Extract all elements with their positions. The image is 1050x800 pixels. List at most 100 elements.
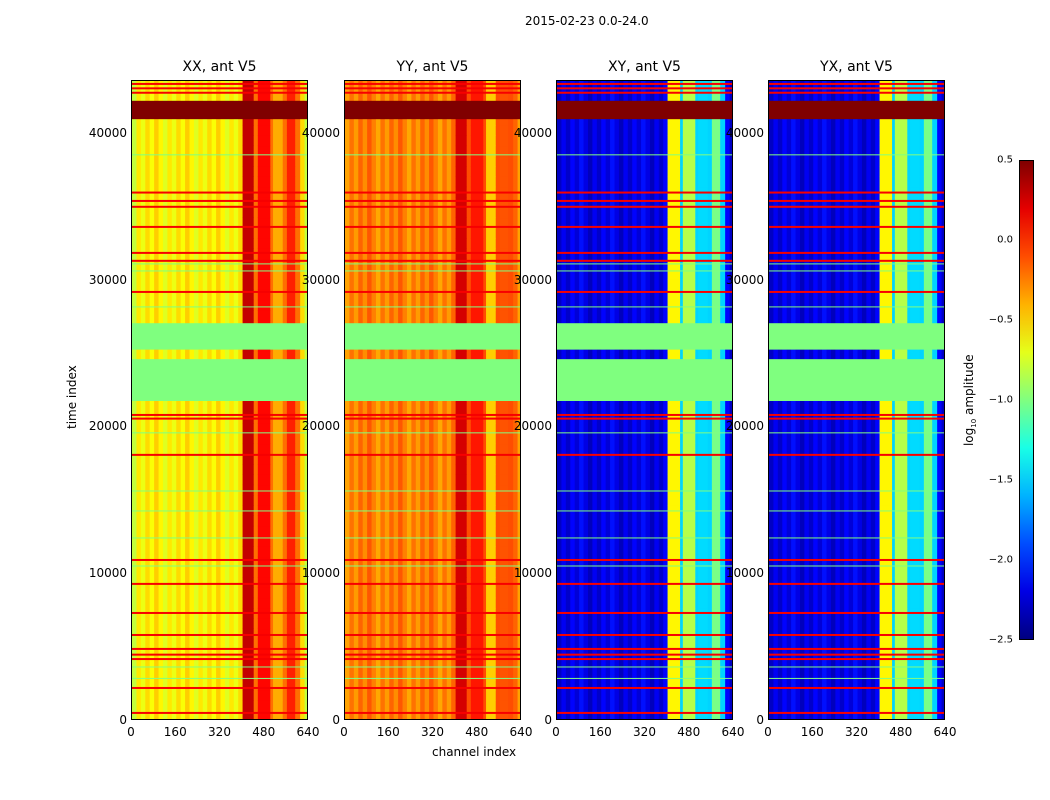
rfi-cell (910, 443, 920, 455)
rfi-cell (273, 299, 283, 311)
rfi-cell (273, 679, 283, 691)
rfi-cell (667, 268, 681, 280)
rfi-cell (257, 494, 271, 506)
rfi-cell (894, 81, 908, 85)
y-tick-label: 20000 (301, 419, 340, 434)
rfi-cell (499, 81, 509, 85)
rfi-cell (273, 155, 283, 167)
rfi-cell (257, 690, 271, 701)
rfi-cell (682, 710, 696, 719)
x-tick-label: 0 (340, 725, 348, 739)
rfi-cell (499, 638, 509, 650)
rfi-cell (698, 166, 708, 177)
rfi-cell (879, 556, 893, 568)
flagged-row-green (769, 306, 944, 308)
rfi-cell (910, 135, 920, 147)
y-tick-label: 40000 (725, 125, 764, 140)
flagged-row-red (557, 417, 732, 420)
rfi-cell (923, 577, 933, 588)
rfi-cell (879, 464, 893, 475)
x-tick-label: 480 (252, 725, 276, 739)
flagged-row-red (769, 82, 944, 85)
rfi-cell (499, 309, 509, 321)
rfi-cell (455, 690, 467, 701)
rfi-cell (455, 114, 467, 126)
flagged-row-red (345, 251, 520, 254)
rfi-cell (455, 289, 467, 301)
rfi-cell (273, 700, 283, 712)
flagged-row-red (557, 647, 732, 650)
rfi-cell (499, 628, 509, 640)
rfi-cell (682, 556, 696, 568)
rfi-cell (499, 289, 509, 301)
rfi-cell (910, 710, 920, 719)
flagged-row-red (345, 225, 520, 228)
rfi-cell (682, 577, 696, 588)
rfi-cell (682, 525, 696, 537)
rfi-cell (698, 268, 708, 280)
rfi-cell (682, 515, 696, 527)
flagged-row-green (132, 666, 307, 668)
rfi-cell (286, 515, 296, 527)
rfi-cell (257, 659, 271, 671)
rfi-cell (499, 669, 509, 681)
rfi-cell (286, 556, 296, 568)
rfi-cell (273, 710, 283, 719)
rfi-cell (499, 710, 509, 719)
rfi-cell (910, 289, 920, 301)
y-tick-label: 30000 (513, 272, 552, 287)
rfi-cell (499, 618, 509, 630)
rfi-cell (711, 94, 721, 105)
rfi-cell (273, 207, 283, 219)
rfi-cell (273, 114, 283, 126)
rfi-cell (470, 710, 484, 719)
flagged-row-red (557, 225, 732, 228)
rfi-cell (711, 176, 721, 188)
rfi-cell (923, 155, 933, 167)
rfi-cell (499, 217, 509, 229)
x-tick-label: 320 (208, 725, 231, 739)
rfi-cell (711, 196, 721, 208)
x-tick-label: 0 (552, 725, 560, 739)
rfi-cell (894, 597, 908, 609)
rfi-cell (257, 669, 271, 681)
rfi-cell (894, 464, 908, 475)
rfi-cell (486, 638, 496, 650)
rfi-cell (242, 494, 254, 506)
rfi-cell (470, 597, 484, 609)
rfi-cell (879, 238, 893, 249)
rfi-cell (879, 659, 893, 671)
rfi-cell (486, 443, 496, 455)
rfi-cell (910, 207, 920, 219)
flagged-row-green (557, 306, 732, 308)
rfi-cell (879, 566, 893, 578)
rfi-cell (894, 669, 908, 681)
y-tick-label: 30000 (725, 272, 764, 287)
rfi-cell (698, 423, 708, 434)
rfi-cell (455, 659, 467, 671)
rfi-cell (667, 176, 681, 188)
rfi-cell (711, 556, 721, 568)
y-axis-label: time index (65, 365, 79, 429)
rfi-cell (894, 690, 908, 701)
flagged-row-green (769, 677, 944, 679)
rfi-cell (667, 659, 681, 671)
rfi-cell (455, 279, 467, 290)
colorbar-label: log10 amplitude (961, 354, 979, 447)
rfi-cell (273, 423, 283, 434)
panel-title-xy: XY, ant V5 (608, 59, 681, 75)
rfi-cell (711, 289, 721, 301)
flagged-row-red (132, 87, 307, 90)
rfi-cell (682, 135, 696, 147)
rfi-cell (455, 546, 467, 558)
rfi-cell (257, 577, 271, 588)
flagged-row-red (132, 191, 307, 194)
rfi-cell (879, 494, 893, 506)
x-tick-label: 320 (421, 725, 444, 739)
rfi-cell (499, 423, 509, 434)
rfi-cell (698, 155, 708, 167)
x-tick-label: 640 (721, 725, 745, 739)
rfi-cell (486, 125, 496, 136)
rfi-cell (711, 114, 721, 126)
rfi-cell (667, 556, 681, 568)
